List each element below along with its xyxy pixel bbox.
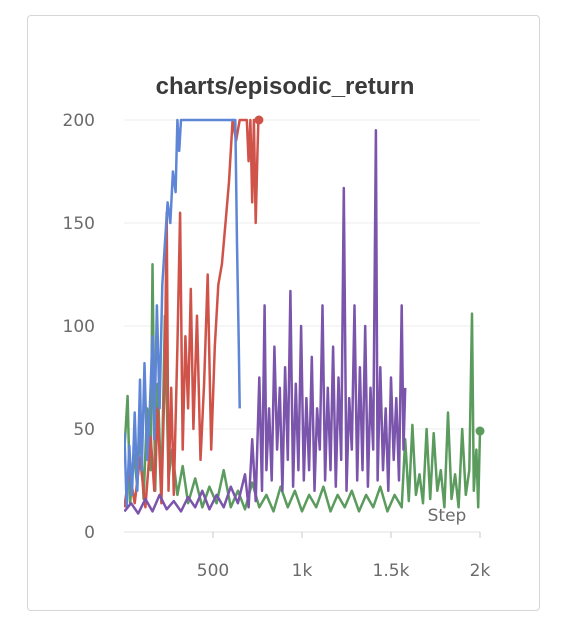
x-axis-ticks: 500 1k 1.5k 2k xyxy=(197,532,491,581)
series-end-marker-1 xyxy=(254,115,264,125)
y-tick-label: 100 xyxy=(63,317,95,337)
series-end-markers xyxy=(254,115,485,436)
series-line-3 xyxy=(124,129,407,515)
y-tick-label: 150 xyxy=(63,214,95,234)
series-line-1 xyxy=(124,118,260,509)
y-axis-ticks: 0 50 100 150 200 xyxy=(63,111,95,543)
series-end-marker-0 xyxy=(475,426,485,436)
y-tick-label: 0 xyxy=(84,523,95,543)
x-tick-label: 2k xyxy=(470,561,491,581)
x-tick-label: 500 xyxy=(197,561,229,581)
x-tick-label: 1k xyxy=(292,561,313,581)
chart-panel xyxy=(27,15,540,611)
y-tick-label: 50 xyxy=(73,420,95,440)
chart-title: charts/episodic_return xyxy=(155,73,415,100)
x-tick-label: 1.5k xyxy=(373,561,410,581)
series-line-2 xyxy=(124,118,241,509)
y-tick-label: 200 xyxy=(63,111,95,131)
x-axis-label: Step xyxy=(428,506,467,526)
series-group xyxy=(124,118,482,515)
